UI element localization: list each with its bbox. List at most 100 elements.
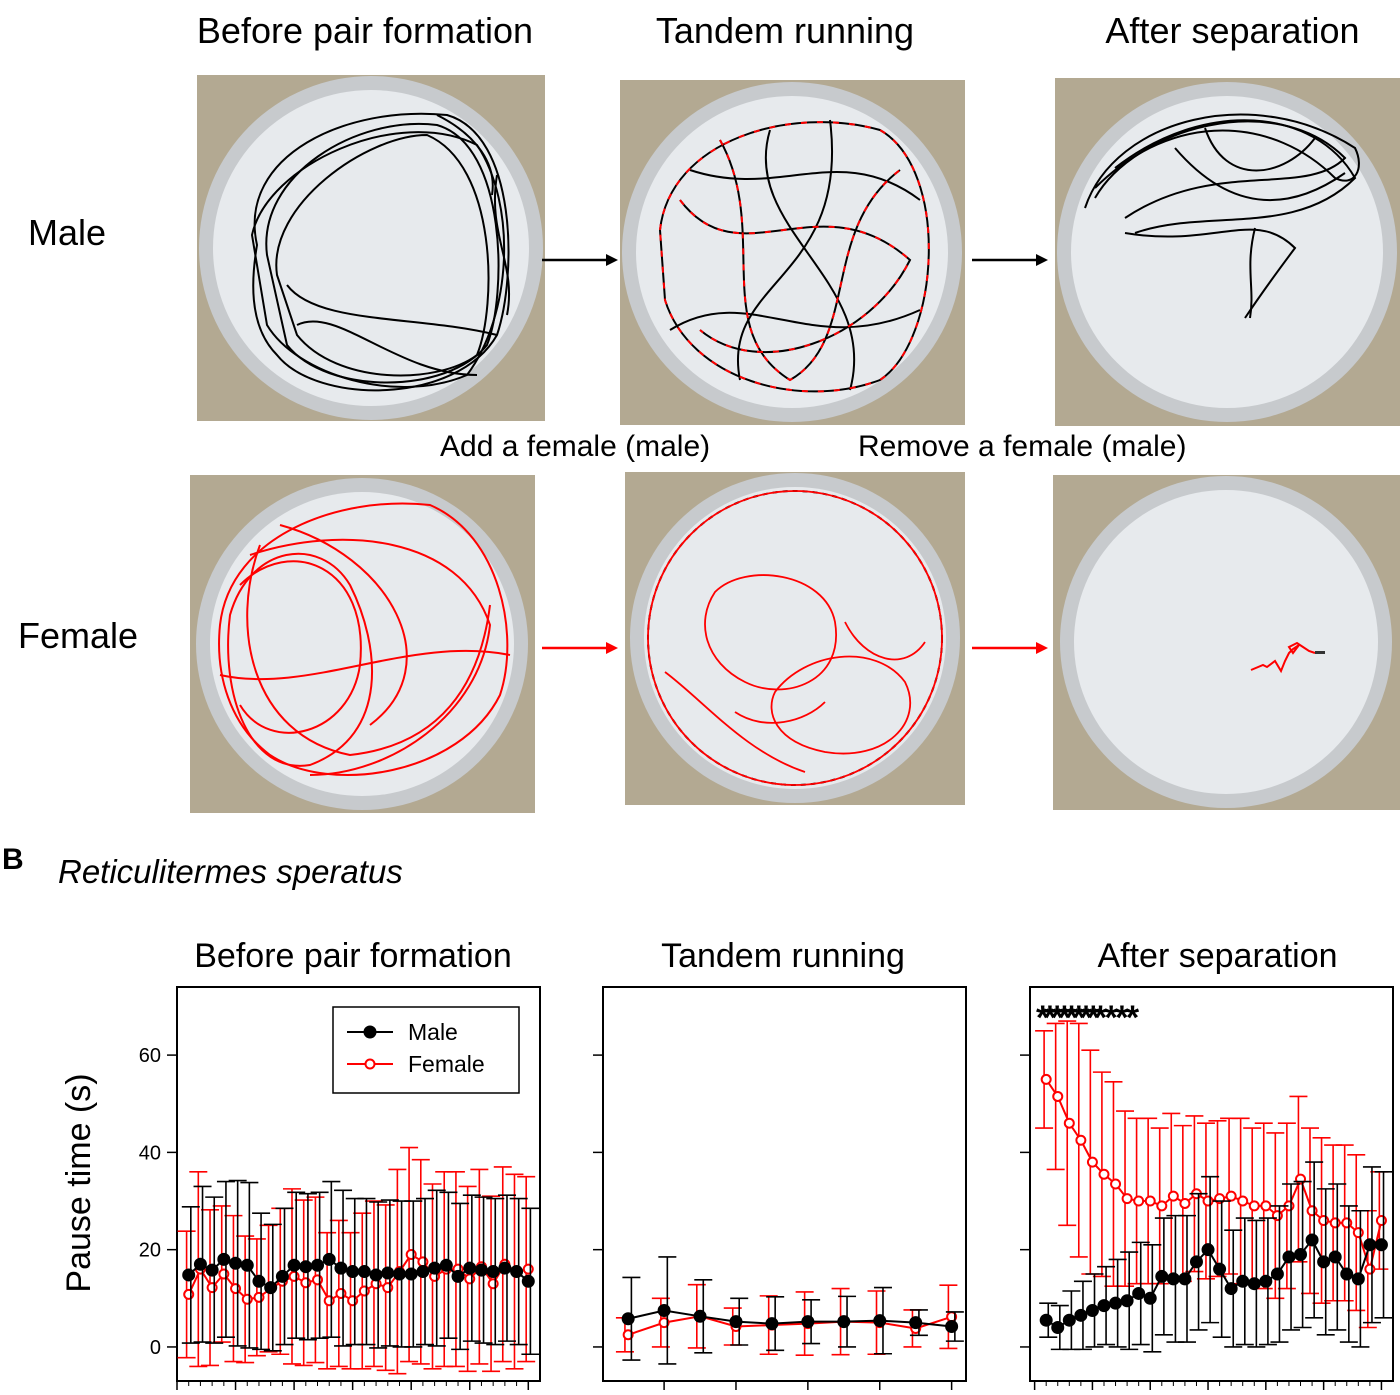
- data-point-male-2-20: [1270, 1267, 1284, 1281]
- arena-photo-female-after: [1053, 475, 1400, 810]
- data-point-female-2-14: [1202, 1195, 1214, 1207]
- data-point-male-2-6: [1109, 1296, 1123, 1310]
- panel-letter-b: B: [2, 843, 24, 876]
- data-point-male-0-12: [322, 1252, 336, 1266]
- arena-photo-male-after: [1055, 78, 1400, 426]
- data-point-male-2-25: [1328, 1250, 1342, 1264]
- arrow-male-1: [542, 254, 618, 266]
- data-point-female-2-6: [1110, 1178, 1122, 1190]
- data-point-male-0-16: [369, 1268, 383, 1282]
- data-point-male-1-5: [801, 1315, 815, 1329]
- data-point-female-2-12: [1179, 1197, 1191, 1209]
- data-point-male-0-24: [463, 1261, 477, 1275]
- data-point-male-2-10: [1155, 1269, 1169, 1283]
- data-point-female-2-24: [1318, 1214, 1330, 1226]
- data-point-male-2-12: [1178, 1272, 1192, 1286]
- data-point-male-1-8: [909, 1316, 923, 1330]
- data-point-female-0-13: [335, 1287, 347, 1299]
- y-axis-label: Pause time (s): [60, 1073, 98, 1292]
- data-point-female-0-14: [347, 1295, 359, 1307]
- plot-frame-1: [602, 986, 967, 1382]
- data-point-male-1-6: [837, 1315, 851, 1329]
- data-point-female-0-2: [206, 1282, 218, 1294]
- species-name: Reticulitermes speratus: [58, 853, 403, 890]
- data-point-female-2-18: [1248, 1200, 1260, 1212]
- data-point-male-0-0: [182, 1268, 196, 1282]
- data-point-male-2-28: [1363, 1238, 1377, 1252]
- data-point-male-0-21: [428, 1261, 442, 1275]
- y-tick-label-60: 60: [139, 1045, 161, 1067]
- column-title-before: Before pair formation: [196, 10, 534, 51]
- data-point-female-0-24: [464, 1273, 476, 1285]
- data-point-male-1-7: [873, 1314, 887, 1328]
- data-point-female-2-4: [1086, 1156, 1098, 1168]
- data-point-male-2-27: [1351, 1272, 1365, 1286]
- data-point-male-2-14: [1201, 1243, 1215, 1257]
- legend-label-male: Male: [408, 1019, 458, 1045]
- data-point-male-2-16: [1224, 1282, 1238, 1296]
- data-point-male-0-18: [392, 1267, 406, 1281]
- data-point-male-2-29: [1374, 1238, 1388, 1252]
- data-point-male-0-11: [311, 1258, 325, 1272]
- data-point-male-0-5: [240, 1258, 254, 1272]
- data-point-male-1-4: [765, 1317, 779, 1331]
- chart-title-tandem: Tandem running: [661, 937, 905, 975]
- data-point-female-0-17: [382, 1282, 394, 1294]
- data-point-female-2-16: [1225, 1190, 1237, 1202]
- legend-marker-male: [363, 1025, 377, 1039]
- data-point-female-2-11: [1167, 1190, 1179, 1202]
- data-point-female-0-20: [417, 1256, 429, 1268]
- data-point-female-2-26: [1341, 1217, 1353, 1229]
- data-point-female-0-11: [312, 1274, 324, 1286]
- data-point-female-2-19: [1260, 1200, 1272, 1212]
- data-point-male-0-28: [510, 1265, 524, 1279]
- data-point-male-2-18: [1247, 1277, 1261, 1291]
- data-point-male-0-13: [334, 1261, 348, 1275]
- data-point-male-1-3: [729, 1315, 743, 1329]
- data-point-female-2-1: [1052, 1090, 1064, 1102]
- data-point-female-0-4: [230, 1283, 242, 1295]
- y-tick-label-0: 0: [150, 1337, 161, 1359]
- plot-frame-0: [176, 986, 541, 1382]
- data-point-male-0-8: [275, 1269, 289, 1283]
- arrow-female-1: [542, 642, 618, 654]
- data-point-female-2-5: [1098, 1168, 1110, 1180]
- data-point-male-0-10: [299, 1260, 313, 1274]
- arena-photo-female-before: [190, 475, 535, 813]
- data-point-female-2-3: [1075, 1134, 1087, 1146]
- data-point-male-0-26: [486, 1265, 500, 1279]
- data-point-male-0-20: [416, 1265, 430, 1279]
- series-line-female-1: [627, 1315, 952, 1336]
- data-point-male-2-7: [1120, 1294, 1134, 1308]
- data-point-female-2-29: [1375, 1214, 1387, 1226]
- data-point-male-0-14: [346, 1265, 360, 1279]
- data-point-female-2-9: [1144, 1195, 1156, 1207]
- column-title-tandem: Tandem running: [655, 10, 915, 51]
- data-point-male-0-2: [205, 1263, 219, 1277]
- data-point-male-2-13: [1189, 1255, 1203, 1269]
- chart-title-before: Before pair formation: [194, 937, 512, 975]
- legend-marker-female: [364, 1058, 376, 1070]
- data-point-female-2-10: [1156, 1200, 1168, 1212]
- data-point-male-0-7: [264, 1281, 278, 1295]
- data-point-female-0-6: [253, 1291, 265, 1303]
- data-point-male-0-23: [451, 1269, 465, 1283]
- data-point-male-0-4: [229, 1256, 243, 1270]
- data-point-female-0-9: [288, 1270, 300, 1282]
- data-point-male-0-9: [287, 1258, 301, 1272]
- data-point-male-0-3: [217, 1252, 231, 1266]
- legend-box: [332, 1006, 520, 1094]
- column-title-after: After separation: [1105, 10, 1360, 51]
- arena-photo-male-tandem: [620, 80, 965, 425]
- data-point-male-0-22: [439, 1258, 453, 1272]
- transition-label-add: Add a female (male): [440, 430, 711, 463]
- data-point-female-2-2: [1063, 1117, 1075, 1129]
- significance-markers: ********* * * *: [1036, 999, 1140, 1037]
- data-point-male-0-17: [381, 1266, 395, 1280]
- series-line-male-1: [627, 1309, 952, 1328]
- data-point-male-2-4: [1085, 1303, 1099, 1317]
- data-point-male-0-29: [521, 1274, 535, 1288]
- arena-photo-male-before: [197, 75, 545, 421]
- data-point-male-2-2: [1062, 1313, 1076, 1327]
